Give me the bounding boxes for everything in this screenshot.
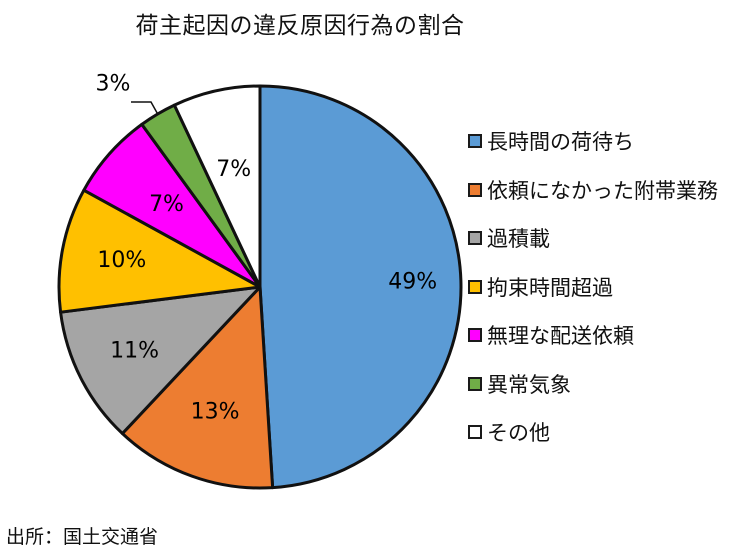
pie-slice <box>172 84 262 289</box>
slice-value-label: 10% <box>97 248 146 273</box>
slice-value-label: 11% <box>110 338 159 363</box>
legend-swatch <box>468 134 482 149</box>
legend-swatch <box>468 279 482 294</box>
legend-label: 過積載 <box>487 227 550 252</box>
slice-value-label: 13% <box>191 399 240 424</box>
legend-item: 無理な配送依頼 <box>468 311 718 360</box>
legend-item: その他 <box>468 408 718 457</box>
pie-slice <box>57 188 262 314</box>
slice-value-label: 7% <box>216 157 251 182</box>
legend-swatch <box>468 425 482 440</box>
legend-item: 過積載 <box>468 214 718 263</box>
legend-item: 依頼になかった附帯業務 <box>468 166 718 215</box>
pie-slice <box>120 285 275 490</box>
slice-value-label: 7% <box>149 192 184 217</box>
legend-label: その他 <box>487 421 550 446</box>
pie-slice <box>258 84 463 490</box>
slice-value-label: 3% <box>96 72 131 97</box>
legend-item: 拘束時間超過 <box>468 263 718 312</box>
legend-swatch <box>468 231 482 246</box>
legend-label: 依頼になかった附帯業務 <box>487 178 718 203</box>
legend-swatch <box>468 182 482 197</box>
legend-swatch <box>468 328 482 343</box>
pie-slice <box>59 285 262 436</box>
slice-value-label: 49% <box>388 270 437 295</box>
legend-swatch <box>468 376 482 391</box>
legend-label: 無理な配送依頼 <box>487 324 634 349</box>
chart-title: 荷主起因の違反原因行為の割合 <box>135 13 465 39</box>
leader-line <box>131 101 159 115</box>
chart-legend: 長時間の荷待ち依頼になかった附帯業務 過積載拘束時間超過 無理な配送依頼 異常気象その… <box>468 117 718 457</box>
legend-label: 異常気象 <box>487 372 571 397</box>
legend-item: 異常気象 <box>468 360 718 409</box>
legend-label: 拘束時間超過 <box>487 275 613 300</box>
legend-label: 長時間の荷待ち <box>487 130 634 155</box>
legend-item: 長時間の荷待ち <box>468 117 718 166</box>
source-note: 出所：国土交通省 <box>6 526 159 548</box>
